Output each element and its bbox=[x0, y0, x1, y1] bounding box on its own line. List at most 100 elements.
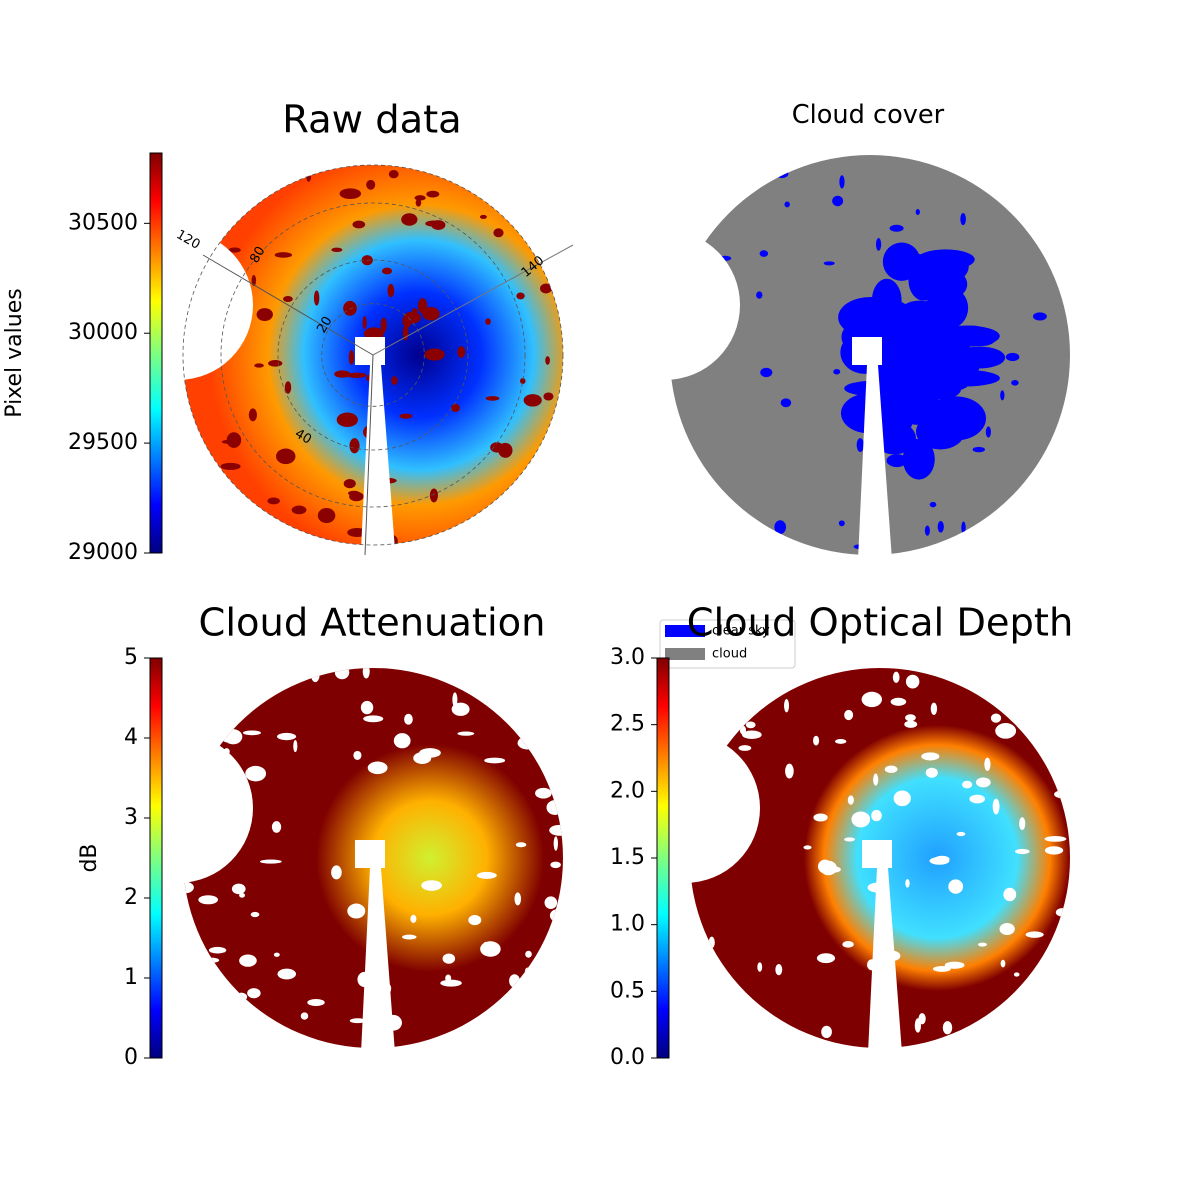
cloud-blob bbox=[183, 881, 194, 894]
cloud-blob bbox=[360, 700, 374, 715]
cloud-blob bbox=[742, 730, 762, 739]
cloud-blob bbox=[543, 392, 554, 401]
cloud-blob bbox=[399, 413, 413, 419]
cloud-blob bbox=[331, 865, 342, 880]
cloud-blob bbox=[203, 957, 220, 963]
cloud-blob bbox=[514, 892, 522, 906]
clear-patch bbox=[885, 357, 899, 365]
clear-patch bbox=[951, 418, 957, 431]
cloud-blob bbox=[851, 811, 871, 828]
cloud-blob bbox=[784, 699, 790, 713]
legend: clear sky cloud bbox=[659, 619, 796, 669]
clear-patch bbox=[882, 242, 921, 281]
cloud-blob bbox=[905, 674, 920, 689]
cloud-blob bbox=[549, 909, 563, 923]
cloud-blob bbox=[307, 998, 325, 1007]
cloud-blob bbox=[209, 967, 220, 980]
clear-patch bbox=[775, 169, 789, 179]
cloud-blob bbox=[283, 296, 293, 302]
legend-swatch bbox=[665, 648, 705, 660]
colorbar-tick-label: 1.0 bbox=[610, 912, 645, 937]
clear-patch bbox=[838, 520, 845, 527]
colorbar-tick-label: 0.5 bbox=[610, 978, 645, 1003]
cloud-blob bbox=[1000, 959, 1006, 968]
clear-patch bbox=[896, 359, 957, 378]
clear-patch bbox=[759, 250, 769, 257]
cloud-blob bbox=[548, 945, 563, 958]
cloud-blob bbox=[549, 773, 556, 780]
cloud-blob bbox=[745, 721, 756, 729]
colorbar-tick-label: 3.0 bbox=[610, 645, 645, 670]
cloud-blob bbox=[336, 412, 358, 428]
cloud-blob bbox=[516, 292, 525, 300]
cloud-blob bbox=[208, 707, 216, 712]
cloud-blob bbox=[503, 672, 509, 688]
clear-patch bbox=[934, 155, 941, 162]
cloud-blob bbox=[235, 992, 248, 1002]
colorbar bbox=[656, 657, 670, 1059]
clear-patch bbox=[889, 224, 904, 232]
colorbar-tick-label: 29500 bbox=[68, 430, 138, 455]
legend-label: cloud bbox=[712, 647, 747, 662]
polar-ring bbox=[321, 303, 425, 407]
cloud-blob bbox=[334, 370, 351, 378]
cloud-blob bbox=[517, 736, 539, 750]
cloud-blob bbox=[445, 974, 452, 983]
cloud-blob bbox=[284, 381, 292, 394]
cloud-blob bbox=[550, 861, 561, 869]
panel-title: Cloud Optical Depth bbox=[687, 601, 1074, 646]
mask-wedge bbox=[355, 337, 395, 550]
cloud-blob bbox=[835, 739, 847, 744]
cloud-blob bbox=[545, 356, 550, 365]
cloud-blob bbox=[969, 794, 985, 804]
clear-patch bbox=[860, 312, 871, 326]
cloud-blob bbox=[198, 895, 219, 905]
clear-patch bbox=[902, 438, 935, 480]
colorbar-tick-label: 4 bbox=[124, 725, 138, 750]
colorbar-label: dB bbox=[77, 843, 102, 872]
clear-patch bbox=[774, 536, 784, 543]
clear-patch bbox=[856, 438, 864, 452]
cloud-blob bbox=[259, 859, 282, 864]
clear-patch bbox=[925, 396, 987, 441]
clear-patch bbox=[1000, 390, 1005, 401]
cloud-blob bbox=[540, 283, 552, 294]
cloud-blob bbox=[1028, 993, 1043, 1004]
cloud-blob bbox=[241, 536, 254, 543]
cloud-blob bbox=[842, 940, 854, 948]
clear-patch bbox=[774, 520, 787, 534]
cloud-blob bbox=[484, 757, 506, 764]
cloud-blob bbox=[546, 800, 563, 815]
cloud-blob bbox=[442, 953, 456, 964]
cloud-blob bbox=[493, 228, 504, 238]
cloud-blob bbox=[245, 765, 267, 782]
colorbar-tick-label: 30500 bbox=[68, 210, 138, 235]
clear-patch bbox=[985, 426, 991, 438]
cloud-blob bbox=[905, 878, 910, 888]
cloud-blob bbox=[542, 700, 556, 716]
cloud-blob bbox=[543, 724, 559, 731]
cloud-blob bbox=[479, 214, 487, 219]
legend-swatch bbox=[665, 625, 705, 637]
mask-wedge bbox=[355, 840, 395, 1053]
cloud-blob bbox=[429, 668, 443, 674]
cloud-blob bbox=[690, 672, 702, 687]
cloud-blob bbox=[515, 842, 527, 848]
cloud-blob bbox=[873, 773, 879, 786]
cloud-blob bbox=[544, 896, 558, 909]
cloud-blob bbox=[1044, 846, 1064, 855]
cloud-blob bbox=[239, 892, 246, 898]
cloud-blob bbox=[247, 988, 261, 999]
cloud-blob bbox=[346, 372, 367, 378]
cloud-blob bbox=[816, 953, 836, 964]
cloud-blob bbox=[251, 274, 257, 287]
cloud-blob bbox=[1044, 835, 1067, 842]
polar-axis bbox=[202, 254, 374, 356]
cloud-blob bbox=[363, 715, 384, 723]
cloud-blob bbox=[844, 837, 856, 842]
clear-patch bbox=[949, 363, 955, 376]
colorbar-tick-label: 29000 bbox=[68, 540, 138, 565]
cloud-blob bbox=[429, 488, 438, 503]
cloud-blob bbox=[999, 922, 1015, 936]
